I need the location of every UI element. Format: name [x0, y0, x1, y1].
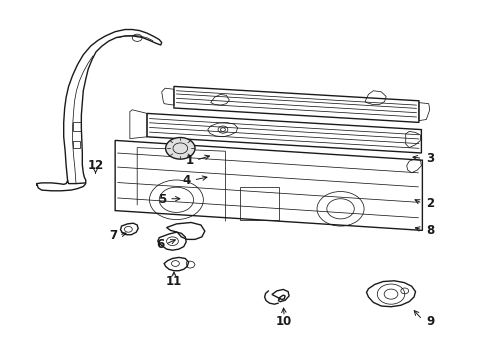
Text: 12: 12: [87, 159, 104, 172]
Text: 11: 11: [166, 275, 182, 288]
Text: 3: 3: [426, 152, 435, 165]
Text: 5: 5: [158, 193, 167, 206]
Text: 7: 7: [109, 229, 118, 242]
Text: 10: 10: [276, 315, 293, 328]
Text: 9: 9: [426, 315, 435, 328]
Text: 4: 4: [183, 174, 191, 186]
Circle shape: [166, 138, 195, 159]
Text: 8: 8: [426, 224, 435, 237]
Text: 1: 1: [185, 154, 194, 167]
Bar: [73, 122, 81, 131]
Bar: [240, 187, 279, 220]
Text: 2: 2: [426, 197, 435, 210]
Text: 6: 6: [156, 238, 164, 251]
Bar: [73, 141, 80, 148]
